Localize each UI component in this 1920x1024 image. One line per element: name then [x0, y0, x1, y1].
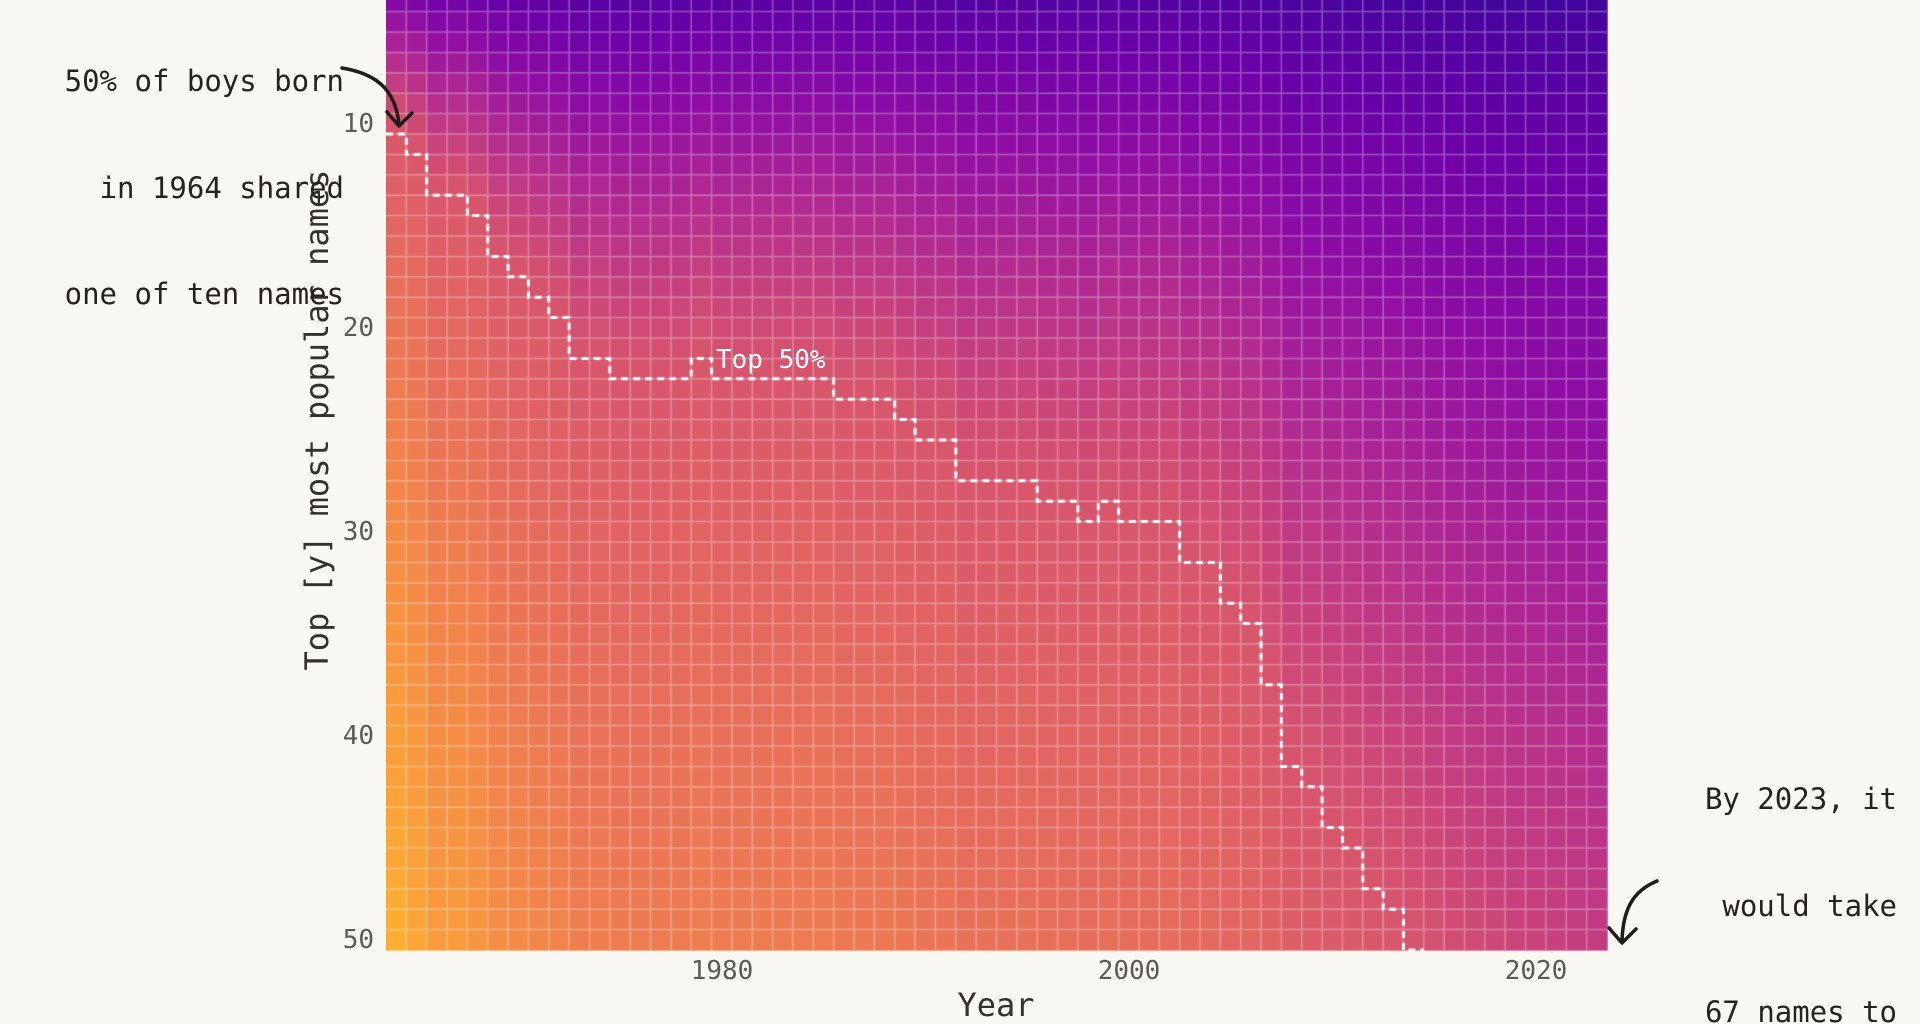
- annotation-2023-line-2: would take: [1722, 888, 1897, 923]
- x-axis-title: Year: [957, 986, 1035, 1024]
- x-tick-2000: 2000: [1097, 956, 1161, 986]
- arrow-to-2023-axis-head: [1607, 926, 1638, 945]
- annotation-2023: By 2023, it would take 67 names to accou…: [1635, 711, 1897, 1024]
- heatmap-canvas: [386, 0, 1608, 952]
- annotation-1964: 50% of boys born in 1964 shared one of t…: [0, 0, 344, 384]
- annotation-2023-line-3: 67 names to: [1704, 995, 1897, 1024]
- annotation-2023-line-1: By 2023, it: [1704, 782, 1897, 816]
- annotation-1964-line-3: one of ten names: [64, 277, 344, 311]
- y-tick-30: 30: [342, 517, 374, 547]
- y-tick-50: 50: [342, 925, 374, 955]
- annotation-1964-line-1: 50% of boys born: [64, 64, 344, 98]
- y-tick-40: 40: [342, 721, 374, 751]
- x-tick-2020: 2020: [1504, 956, 1568, 986]
- y-tick-20: 20: [342, 313, 374, 343]
- x-tick-1980: 1980: [690, 956, 754, 986]
- annotation-1964-line-2: in 1964 shared: [99, 170, 344, 205]
- top-50-percent-contour-label: Top 50%: [716, 345, 826, 375]
